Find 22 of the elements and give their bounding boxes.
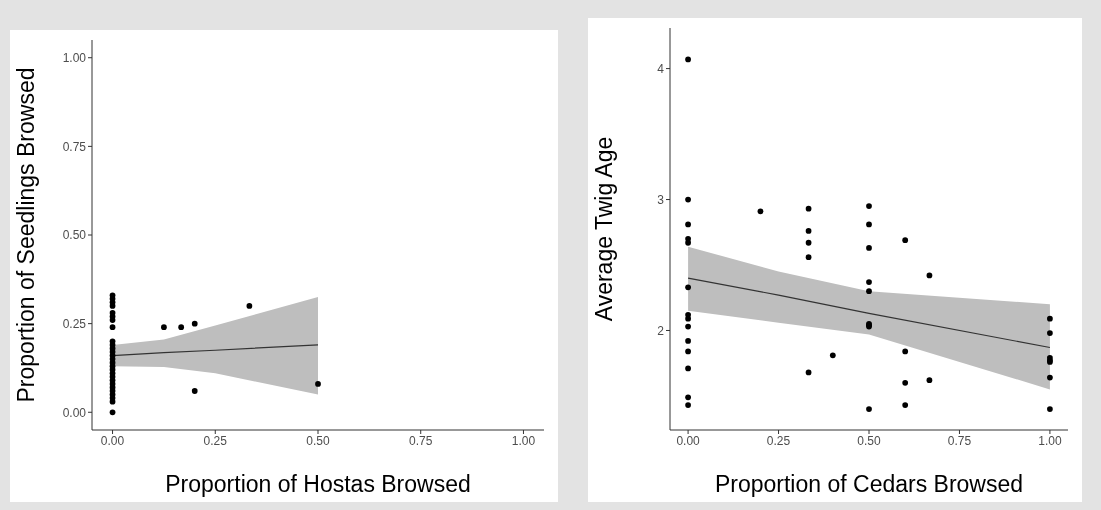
x-tick-label: 0.25: [766, 433, 791, 448]
y-tick-label: 2: [657, 323, 665, 338]
y-tick-label: 1.00: [62, 50, 87, 65]
x-tick-label: 1.00: [511, 433, 536, 448]
y-tick-label: 3: [657, 192, 665, 207]
x-tick-label: 0.00: [676, 433, 701, 448]
y-axis-title: Proportion of Seedlings Browsed: [13, 67, 40, 403]
x-tick-label: 0.50: [857, 433, 881, 448]
x-tick-label: 0.00: [100, 433, 125, 448]
x-tick-label: 0.75: [947, 433, 972, 448]
x-tick-label: 0.25: [203, 433, 228, 448]
y-tick-label: 4: [657, 61, 665, 76]
y-axis-title: Average Twig Age: [591, 136, 618, 322]
y-tick-label: 0.00: [62, 405, 87, 420]
x-axis-title: Proportion of Hostas Browsed: [165, 471, 471, 497]
x-tick-label: 0.50: [306, 433, 330, 448]
x-tick-label: 1.00: [1038, 433, 1062, 448]
x-tick-label: 0.75: [409, 433, 433, 448]
y-tick-label: 0.25: [62, 316, 87, 331]
y-tick-label: 0.50: [62, 228, 87, 243]
x-axis-title: Proportion of Cedars Browsed: [714, 471, 1024, 497]
y-tick-label: 0.75: [62, 139, 87, 154]
